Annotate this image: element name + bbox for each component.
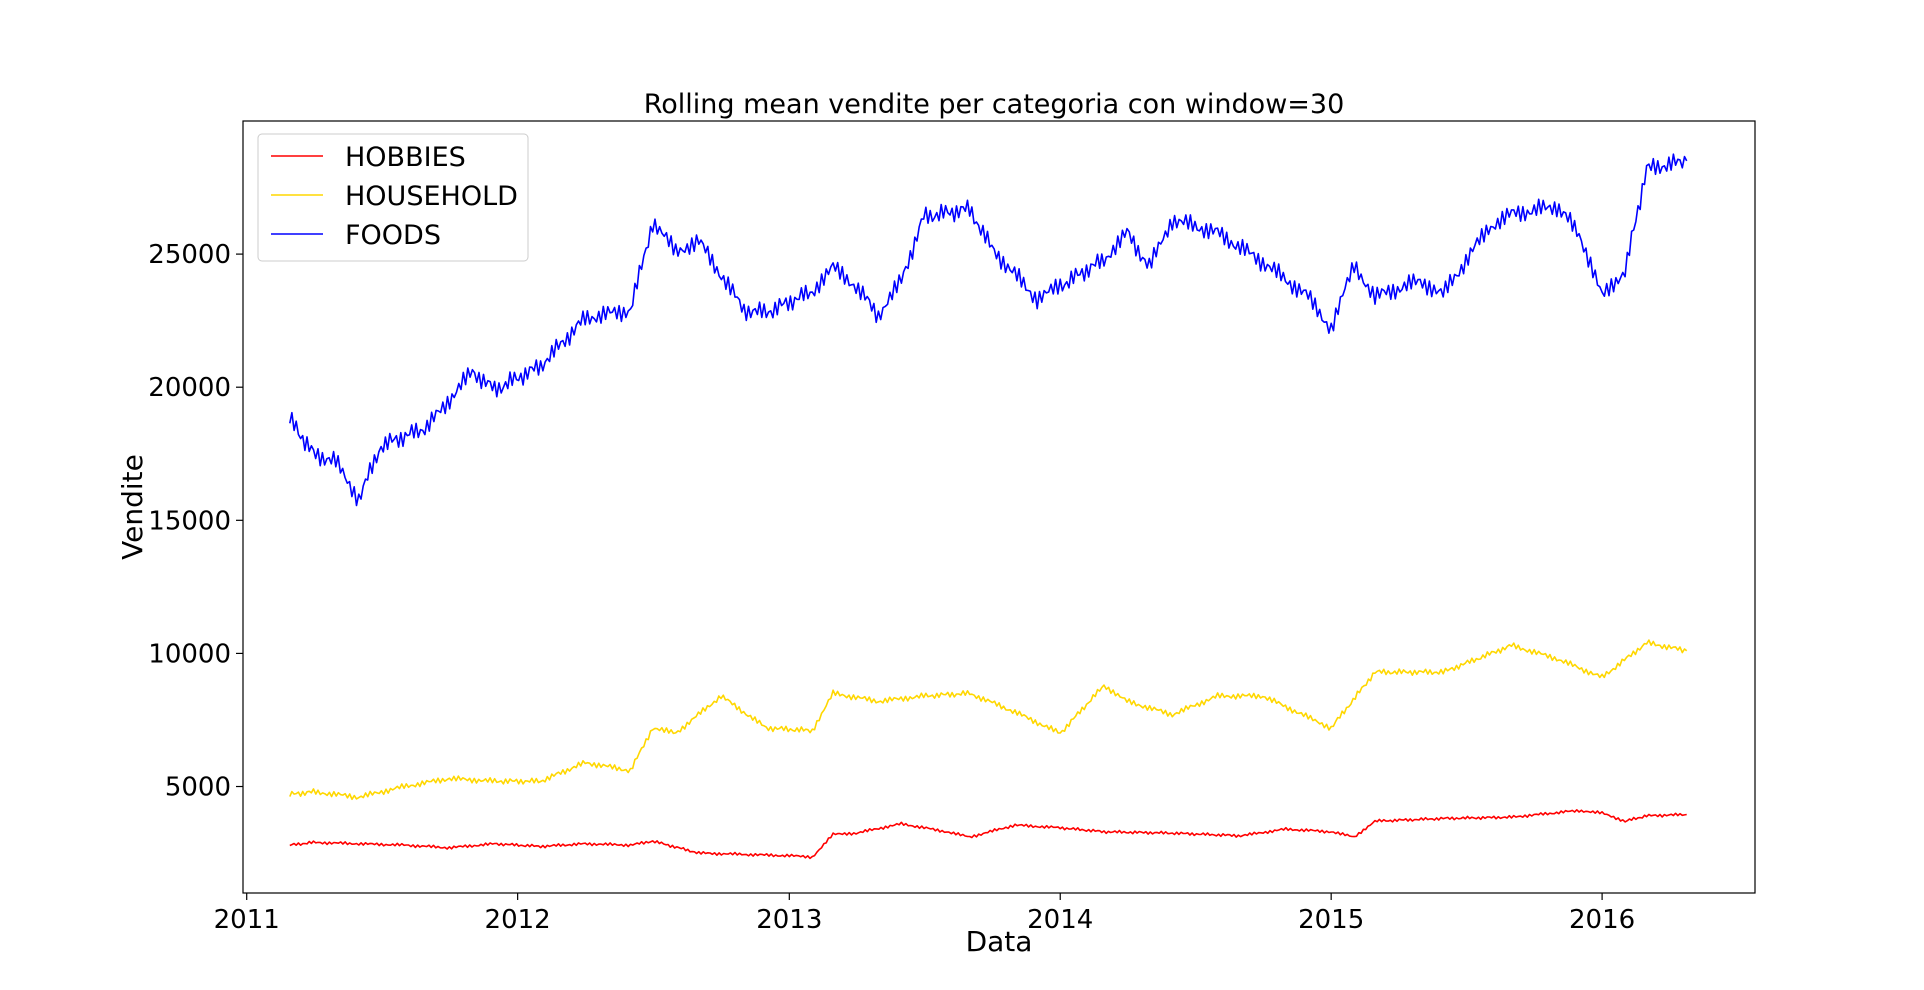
legend-label-household: HOUSEHOLD bbox=[345, 181, 518, 212]
series-line-household bbox=[289, 639, 1688, 801]
chart-title: Rolling mean vendite per categoria con w… bbox=[644, 89, 1345, 120]
legend-frame bbox=[257, 133, 529, 262]
y-tick-label: 5000 bbox=[165, 773, 231, 803]
legend-label-foods: FOODS bbox=[345, 220, 441, 251]
x-axis-label: Data bbox=[966, 925, 1033, 958]
plot-frame bbox=[242, 120, 1756, 894]
series-line-hobbies bbox=[289, 808, 1687, 860]
y-tick-label: 20000 bbox=[148, 373, 231, 403]
x-axis: 2011 2012 2013 2014 2015 2016 bbox=[214, 893, 1635, 935]
legend-label-hobbies: HOBBIES bbox=[345, 142, 466, 173]
legend: HOBBIES HOUSEHOLD FOODS bbox=[257, 133, 529, 262]
x-tick-label: 2016 bbox=[1569, 905, 1635, 935]
y-tick-label: 25000 bbox=[148, 240, 231, 270]
series-layer bbox=[289, 153, 1688, 860]
x-tick-label: 2011 bbox=[214, 905, 280, 935]
x-tick-label: 2015 bbox=[1298, 905, 1364, 935]
y-axis-label: Vendite bbox=[116, 454, 149, 560]
x-tick-label: 2013 bbox=[756, 905, 822, 935]
x-tick-label: 2014 bbox=[1027, 905, 1093, 935]
y-tick-label: 10000 bbox=[148, 639, 231, 669]
y-tick-label: 15000 bbox=[148, 506, 231, 536]
y-axis: 5000 10000 15000 20000 25000 bbox=[148, 240, 243, 803]
x-tick-label: 2012 bbox=[485, 905, 551, 935]
series-line-foods bbox=[289, 153, 1688, 507]
